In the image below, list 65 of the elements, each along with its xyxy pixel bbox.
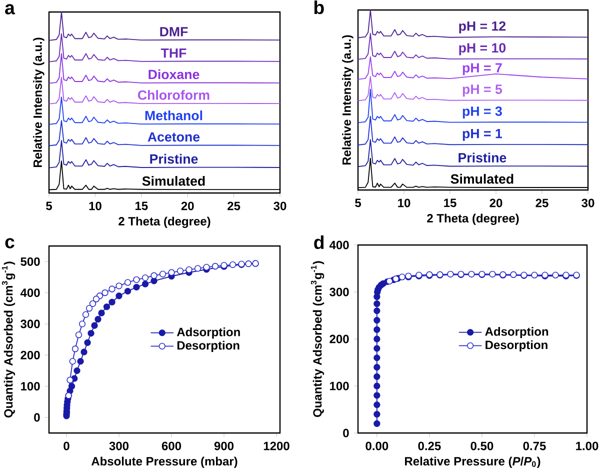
x-tick-label: 5 [355,198,361,208]
x-tick-label: 25 [536,198,548,208]
text: a [5,4,16,14]
x-tick-label: 30 [582,198,594,208]
series-label: Simulated [450,174,514,184]
y-axis-title: Quantity Adsorbed (cm$^{3}$g$^{-1}$) [2,262,16,418]
series-label: pH = 5 [462,84,502,97]
y-tick-label: 400 [329,240,349,250]
series-label: THF [160,48,186,58]
x-tick-label: 600 [162,442,182,450]
legend-label: Desorption [486,340,548,352]
y-axis-title: Quantity Adsorbed (cm$^{3}$g$^{-1}$) [310,261,324,417]
x-tick-label: 0.25 [418,442,441,450]
series-label: Acetone [148,132,200,142]
x-tick-label: 30 [274,202,286,210]
x-tick-label: 20 [490,198,502,208]
series-label: Methanol [145,110,202,120]
series-label: Dioxane [148,69,200,80]
y-tick-label: 300 [330,288,349,296]
x-tick-label: 10 [398,198,410,208]
legend-label: Adsorption [176,327,240,339]
legend-label: Desorption [177,340,240,352]
x-tick-label: 0.00 [366,442,388,450]
series-label: pH = 7 [462,63,502,76]
x-tick-label: 300 [109,442,129,450]
x-tick-label: 25 [228,202,240,210]
x-tick-label: 0 [64,442,70,450]
x-tick-label: 900 [214,442,234,450]
x-tick-label: 5 [46,202,52,210]
y-tick-label: 300 [20,320,40,328]
text: d [314,235,324,250]
y-tick-label: 400 [20,288,40,298]
legend-label: Adsorption [485,326,548,338]
y-tick-label: 0 [343,428,349,438]
x-tick-label: 15 [444,198,456,208]
series-label: pH = 10 [459,43,506,56]
x-axis-title: 2 Theta (degree) [118,216,210,228]
x-tick-label: 10 [89,202,102,210]
y-axis-title: Relative Intensity (a.u.) [33,38,44,168]
series-label: pH = 12 [459,21,506,34]
text: b [314,0,324,14]
text: c [5,238,14,248]
x-tick-label: 15 [135,202,148,210]
y-tick-label: 0 [34,413,40,422]
x-axis-title: Relative Pressure (P/P$_{0}$) [405,456,540,468]
y-tick-label: 200 [20,350,40,360]
series-label: Simulated [142,176,205,186]
series-label: pH = 3 [462,106,502,119]
y-tick-label: 200 [330,334,349,344]
x-tick-label: 0.75 [523,442,546,450]
series-label: pH = 1 [462,128,502,141]
x-tick-label: 1200 [264,442,290,450]
series-label: Pristine [458,152,506,162]
y-tick-label: 100 [330,382,349,390]
x-tick-label: 0.50 [470,442,494,450]
series-label: Chloroform [138,90,210,100]
y-tick-label: 500 [20,257,40,266]
series-label: Pristine [150,154,198,164]
y-tick-label: 100 [21,382,40,391]
y-axis-title: Relative Intensity (a.u.) [342,35,354,165]
series-label: DMF [160,27,188,36]
x-tick-label: 20 [181,202,194,210]
x-tick-label: 1.00 [576,442,598,450]
x-axis-title: Absolute Pressure (mbar) [91,456,238,468]
x-axis-title: 2 Theta (degree) [427,214,519,225]
